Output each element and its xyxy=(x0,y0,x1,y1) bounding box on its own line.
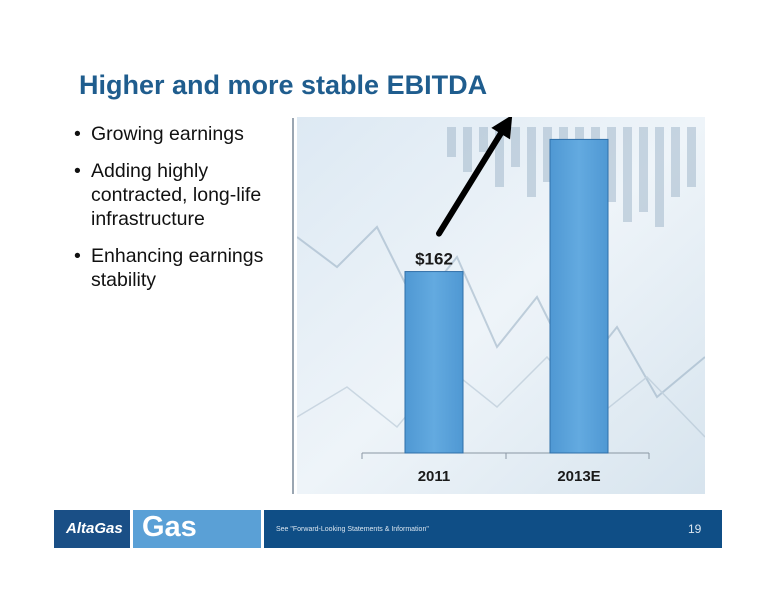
x-tick-label: 2011 xyxy=(418,468,451,485)
plot-area: 2011 $162 2013E xyxy=(361,117,650,485)
disclaimer-text: See "Forward-Looking Statements & Inform… xyxy=(276,526,429,533)
footer-brand-block xyxy=(133,510,261,548)
bar-2011 xyxy=(404,271,464,454)
growth-arrow-head xyxy=(491,117,513,140)
growth-arrow-shaft xyxy=(436,120,510,237)
bullet-text: Enhancing earnings stability xyxy=(91,245,264,291)
decor-bar xyxy=(479,127,488,152)
decor-bar xyxy=(543,127,552,182)
decor-bar xyxy=(447,127,456,157)
bullet-item: • Enhancing earnings stability xyxy=(74,245,264,291)
decor-line xyxy=(297,355,705,438)
x-tick-label: 2013E xyxy=(557,468,600,485)
decor-bar xyxy=(463,127,472,172)
decor-bar xyxy=(639,127,648,212)
footer-logo-block xyxy=(54,510,130,548)
footer-bar xyxy=(264,510,722,548)
decor-bar xyxy=(623,127,632,222)
decor-bar xyxy=(655,127,664,227)
bar-2013E xyxy=(549,138,609,454)
decor-bar xyxy=(527,127,536,197)
page-number: 19 xyxy=(688,522,702,536)
ebitda-bar-chart: 2011 $162 2013E xyxy=(297,117,705,494)
decor-bar xyxy=(607,127,616,202)
decor-bar xyxy=(495,127,504,187)
altagas-logo: AltaGas xyxy=(66,520,123,537)
data-label: $162 xyxy=(415,250,453,269)
decor-bar xyxy=(687,127,696,187)
bullet-item: • Growing earnings xyxy=(74,123,244,145)
bullet-item: • Adding highly contracted, long-life inf… xyxy=(74,160,262,230)
decor-line xyxy=(297,225,705,399)
decor-bar xyxy=(671,127,680,197)
decor-bar xyxy=(511,127,520,167)
bullet-text: Growing earnings xyxy=(91,123,244,145)
bullet-list: • Growing earnings • Adding highly contrac… xyxy=(74,122,284,305)
slide-title: Higher and more stable EBITDA xyxy=(79,70,488,100)
vertical-divider xyxy=(292,118,294,494)
bullet-text: Adding highly contracted, long-life infr… xyxy=(91,160,262,230)
gas-brand-text: Gas xyxy=(142,511,197,543)
